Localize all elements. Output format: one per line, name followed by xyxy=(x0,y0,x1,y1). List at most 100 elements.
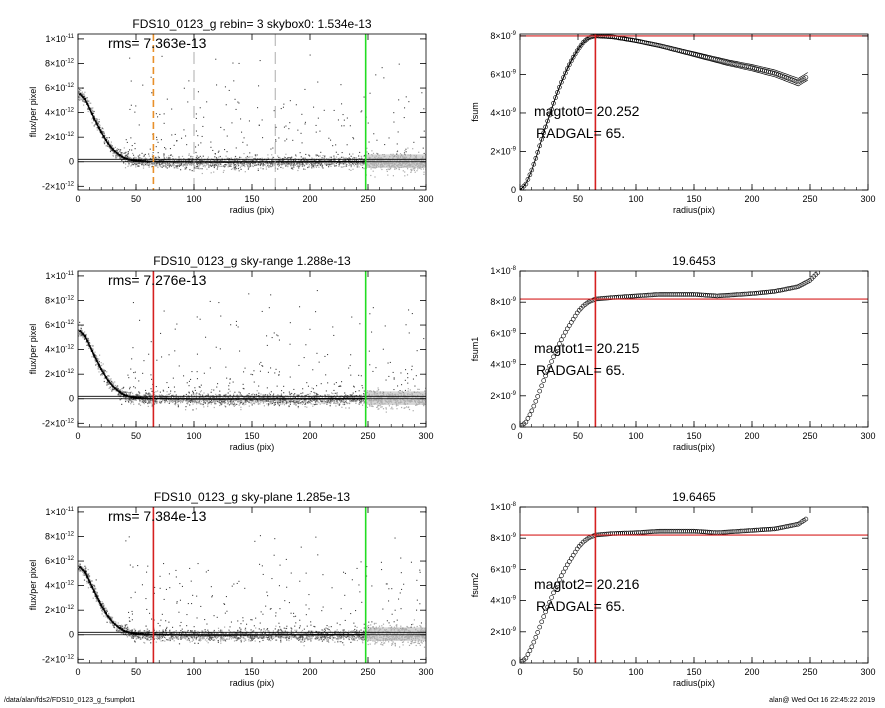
scatter-point xyxy=(178,156,180,158)
scatter-point xyxy=(361,164,363,166)
scatter-point xyxy=(155,156,157,158)
scatter-point xyxy=(310,159,312,161)
scatter-point xyxy=(333,162,335,164)
scatter-point xyxy=(322,161,324,164)
scatter-point xyxy=(139,157,141,159)
scatter-point xyxy=(163,157,165,159)
scatter-point xyxy=(260,159,263,161)
scatter-point xyxy=(292,162,294,164)
scatter-point xyxy=(234,160,236,162)
scatter-point xyxy=(386,170,388,172)
scatter-point xyxy=(95,357,97,359)
scatter-point xyxy=(187,400,189,402)
scatter-point xyxy=(395,405,397,407)
scatter-point xyxy=(94,359,96,361)
scatter-point xyxy=(291,392,293,395)
scatter-point xyxy=(338,165,340,167)
scatter-point xyxy=(206,160,208,162)
scatter-point xyxy=(151,163,153,165)
scatter-point xyxy=(272,156,274,158)
scatter-point xyxy=(196,392,198,394)
scatter-point xyxy=(176,165,178,167)
scatter-point xyxy=(355,162,357,164)
scatter-point xyxy=(230,162,232,164)
scatter-point xyxy=(187,394,189,397)
scatter-point xyxy=(177,159,179,161)
scatter-point xyxy=(244,166,246,168)
scatter-point xyxy=(144,157,146,159)
scatter-point xyxy=(227,400,229,402)
scatter-point xyxy=(271,400,273,402)
scatter-point xyxy=(247,160,249,162)
outlier-point xyxy=(226,135,228,137)
scatter-point xyxy=(360,162,363,164)
scatter-point xyxy=(223,169,225,172)
scatter-point xyxy=(240,394,242,396)
scatter-point xyxy=(182,159,184,161)
scatter-point xyxy=(416,170,418,172)
scatter-point xyxy=(235,165,237,167)
scatter-point xyxy=(225,406,227,408)
scatter-point xyxy=(186,164,188,166)
scatter-point xyxy=(218,164,220,166)
scatter-point xyxy=(205,397,207,399)
scatter-point xyxy=(166,167,168,169)
scatter-point xyxy=(280,401,282,403)
scatter-point xyxy=(313,162,315,164)
outlier-point xyxy=(258,124,260,126)
scatter-point xyxy=(351,397,353,399)
profile-marker xyxy=(123,156,126,160)
outlier-point xyxy=(142,84,144,86)
scatter-point xyxy=(148,155,150,157)
scatter-point xyxy=(168,166,170,168)
outlier-point xyxy=(156,136,158,138)
scatter-point xyxy=(298,400,300,402)
outlier-point xyxy=(202,125,204,127)
outlier-point xyxy=(257,107,259,109)
scatter-point xyxy=(183,162,185,164)
scatter-point xyxy=(327,159,329,161)
scatter-point xyxy=(117,387,119,390)
scatter-point xyxy=(175,400,177,402)
scatter-point xyxy=(247,165,249,168)
scatter-point xyxy=(319,395,321,397)
scatter-point xyxy=(161,401,163,403)
scatter-point xyxy=(233,169,236,171)
scatter-point xyxy=(261,157,263,159)
scatter-point xyxy=(305,163,307,165)
scatter-point xyxy=(201,160,203,162)
scatter-point xyxy=(283,156,286,158)
scatter-point xyxy=(149,159,151,161)
scatter-point xyxy=(401,390,403,392)
scatter-point xyxy=(174,162,176,164)
scatter-point xyxy=(351,400,353,402)
scatter-point xyxy=(285,399,287,401)
scatter-point xyxy=(253,162,255,164)
scatter-point xyxy=(254,164,256,167)
scatter-point xyxy=(224,165,226,168)
scatter-point xyxy=(277,155,279,157)
scatter-point xyxy=(290,159,292,161)
scatter-point xyxy=(278,400,280,402)
profile-marker xyxy=(86,102,89,106)
scatter-point xyxy=(81,91,83,93)
outlier-point xyxy=(174,133,176,135)
scatter-point xyxy=(91,107,93,109)
scatter-point xyxy=(270,403,272,405)
scatter-point xyxy=(282,167,284,169)
scatter-point xyxy=(207,399,209,401)
scatter-point xyxy=(335,162,337,165)
scatter-point xyxy=(83,93,85,95)
scatter-point xyxy=(110,378,112,380)
scatter-point xyxy=(180,163,183,165)
scatter-point xyxy=(175,396,177,398)
scatter-point xyxy=(316,403,318,405)
scatter-point xyxy=(115,155,117,157)
scatter-point xyxy=(98,360,100,363)
scatter-point xyxy=(385,407,387,409)
outlier-point xyxy=(289,122,291,124)
scatter-point xyxy=(226,157,228,159)
scatter-point xyxy=(198,166,200,168)
scatter-point xyxy=(165,165,167,167)
scatter-point xyxy=(309,155,311,157)
